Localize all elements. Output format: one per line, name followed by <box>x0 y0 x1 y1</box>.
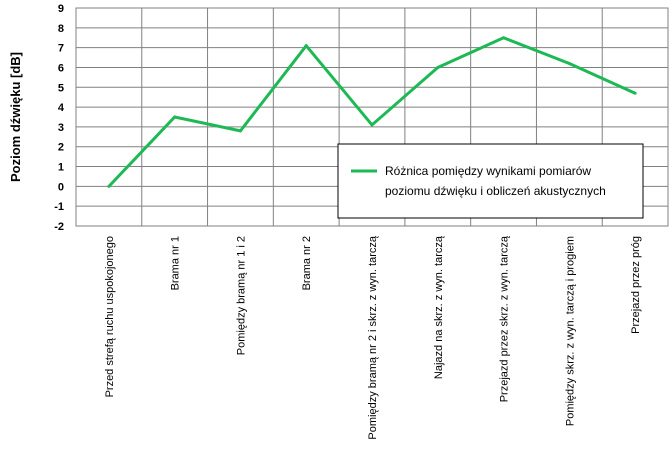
legend-label-line-2: poziomu dźwięku i obliczeń akustycznych <box>385 184 606 198</box>
data-point <box>567 61 571 65</box>
y-tick-label: 1 <box>58 162 64 174</box>
series-layer <box>107 36 637 188</box>
data-point <box>304 44 308 48</box>
data-point <box>633 91 637 95</box>
y-tick-label: 5 <box>58 82 64 94</box>
x-tick-label: Pomiędzy bramą nr 2 i skrz. z wyn. tarcz… <box>367 235 379 439</box>
y-tick-label: 6 <box>58 62 64 74</box>
y-tick-label: 0 <box>58 181 64 193</box>
x-tick-label: Pomiędzy bramą nr 1 i 2 <box>235 236 247 355</box>
legend: Różnica pomiędzy wynikami pomiarów pozio… <box>337 143 644 219</box>
data-point <box>173 115 177 119</box>
data-point <box>370 123 374 127</box>
y-tick-label: 3 <box>58 122 64 134</box>
legend-label-line-1: Różnica pomiędzy wynikami pomiarów <box>385 164 591 178</box>
y-tick-label: 4 <box>58 102 65 114</box>
x-tick-label: Przejazd przez próg <box>630 236 642 334</box>
plot-area <box>75 7 669 227</box>
data-point <box>502 36 506 40</box>
x-axis-ticks: Przed strefą ruchu uspokojonego Brama nr … <box>104 235 642 439</box>
x-tick-label: Przed strefą ruchu uspokojonego <box>104 236 116 397</box>
legend-box <box>337 143 644 219</box>
x-tick-label: Brama nr 2 <box>301 236 313 290</box>
x-tick-label: Najazd na skrz. z wyn. tarczą <box>433 235 445 379</box>
data-point <box>238 129 242 133</box>
x-tick-label: Pomiędzy skrz. z wyn. tarczą i progiem <box>564 236 576 426</box>
y-tick-label: -2 <box>54 221 64 233</box>
y-tick-label: 2 <box>58 142 64 154</box>
y-tick-label: 8 <box>58 23 64 35</box>
y-tick-label: 9 <box>58 3 64 15</box>
y-tick-label: 7 <box>58 43 64 55</box>
y-axis-title: Poziom dźwięku [dB] <box>8 52 23 182</box>
x-tick-label: Brama nr 1 <box>170 236 182 290</box>
y-axis-ticks: -2 -1 0 1 2 3 4 5 6 7 8 9 <box>54 3 65 233</box>
data-point <box>436 65 440 69</box>
y-tick-label: -1 <box>54 201 64 213</box>
x-tick-label: Przejazd przez skrz. z wyn. tarczą <box>499 235 511 402</box>
data-point <box>107 184 111 188</box>
